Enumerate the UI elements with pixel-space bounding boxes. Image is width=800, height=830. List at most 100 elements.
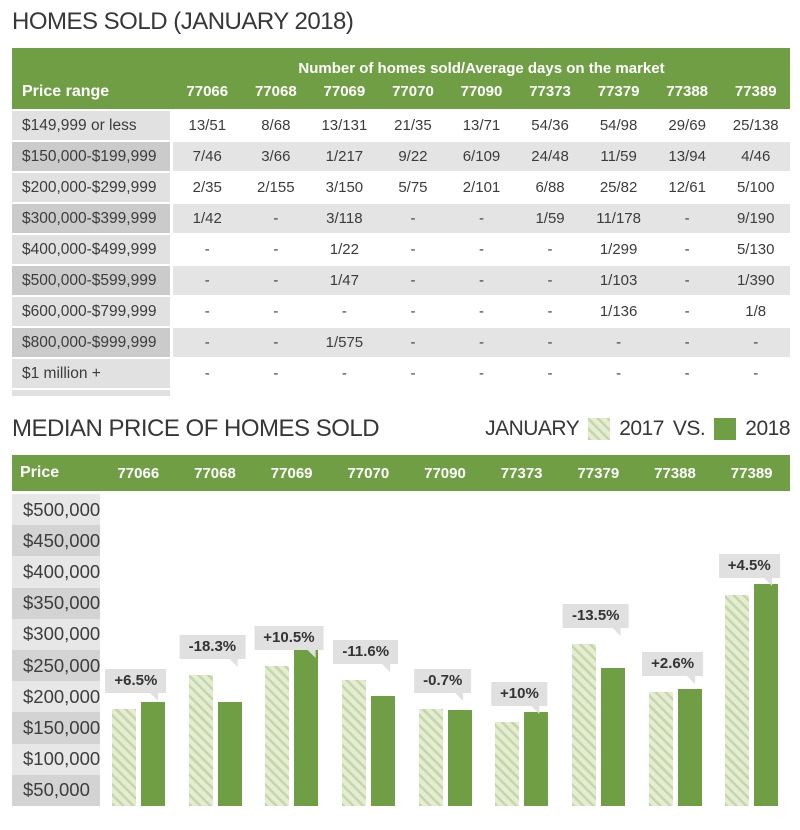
label-column-extension — [12, 390, 170, 396]
cell-77388: - — [684, 365, 690, 382]
price-range-label: $1 million + — [12, 359, 170, 388]
cell-77090: - — [478, 365, 484, 382]
bar-2017-77389 — [725, 594, 750, 806]
cell-77389: 1/8 — [745, 303, 767, 320]
callout-tail-icon — [530, 704, 540, 714]
bar-2018-77069 — [294, 649, 319, 806]
cell-77070: - — [410, 210, 416, 227]
cell-77388: - — [684, 334, 690, 351]
row-values: - - - - - - 1/136 - 1/8 — [173, 297, 790, 326]
bar-2017-77066 — [111, 709, 136, 806]
price-range-label: $149,999 or less — [12, 111, 170, 140]
row-values: 2/35 2/155 3/150 5/75 2/101 6/88 25/82 12/61 5/1… — [173, 173, 790, 202]
y-tick-label: $150,000 — [12, 712, 100, 744]
bar-2018-77388 — [677, 689, 702, 806]
y-tick-label: $350,000 — [12, 587, 100, 619]
percent-change-callout: +2.6% — [642, 652, 704, 685]
chart-zip-header-77066: 77066 — [117, 464, 160, 482]
callout-tail-icon — [686, 675, 696, 685]
infographic-page: HOMES SOLD (JANUARY 2018) Number of home… — [12, 0, 790, 806]
row-values: 13/51 8/68 13/131 21/35 13/71 54/36 54/98 29/69… — [173, 111, 790, 140]
cell-77068: - — [273, 241, 279, 258]
y-tick-label: $300,000 — [12, 618, 100, 650]
percent-change-callout: -13.5% — [562, 603, 629, 636]
y-tick-label: $450,000 — [12, 525, 100, 557]
legend-month-label: JANUARY — [485, 417, 580, 440]
bar-2017-77373 — [495, 721, 520, 806]
cell-77379: - — [616, 365, 622, 382]
bar-2018-77373 — [524, 711, 549, 806]
table-zip-headers: 77066 77068 77069 77070 77090 77373 77379 77388… — [173, 83, 790, 101]
cell-77379: 11/178 — [596, 210, 641, 227]
bar-2018-77066 — [140, 702, 165, 806]
cell-77388: - — [684, 210, 690, 227]
cell-77070: - — [410, 303, 416, 320]
bar-2018-77379 — [600, 667, 625, 806]
cell-77389: 5/100 — [736, 179, 775, 196]
cell-77069: 3/118 — [326, 210, 363, 227]
table-row: $1 million + - - - - - - - - - — [12, 359, 790, 388]
callout-tail-icon — [611, 626, 621, 636]
cell-77090: 6/109 — [462, 148, 501, 165]
chart-column-77066: +6.5% — [100, 494, 177, 806]
cell-77373: 6/88 — [535, 179, 565, 196]
table-row: $800,000-$999,999 - - 1/575 - - - - - - — [12, 328, 790, 357]
cell-77388: 29/69 — [668, 117, 706, 134]
cell-77373: - — [547, 272, 553, 289]
cell-77389: - — [753, 365, 759, 382]
cell-77090: 13/71 — [462, 117, 501, 134]
bar-2017-77069 — [265, 665, 290, 806]
row-values: 7/46 3/66 1/217 9/22 6/109 24/48 11/59 13/94 4/4… — [173, 142, 790, 171]
cell-77389: 5/130 — [736, 241, 775, 258]
table-zip-header-77068: 77068 — [254, 83, 297, 100]
cell-77373: 24/48 — [531, 148, 569, 165]
bar-2018-77070 — [370, 696, 395, 806]
callout-tail-icon — [454, 692, 464, 702]
callout-tail-icon — [228, 657, 238, 667]
cell-77379: 1/299 — [599, 241, 638, 258]
cell-77070: - — [410, 334, 416, 351]
cell-77070: - — [410, 272, 416, 289]
cell-77373: 1/59 — [535, 210, 565, 227]
percent-change-callout: +4.5% — [718, 554, 780, 587]
cell-77373: 54/36 — [531, 117, 569, 134]
cell-77070: - — [410, 365, 416, 382]
chart-column-77068: -18.3% — [177, 494, 254, 806]
cell-77388: - — [684, 241, 690, 258]
cell-77388: 13/94 — [668, 148, 706, 165]
cell-77069: - — [341, 303, 347, 320]
chart-column-header: Price 77066 77068 77069 77070 77090 77373 7737… — [12, 455, 790, 491]
cell-77070: - — [410, 241, 416, 258]
header-note-spacer — [12, 57, 173, 83]
cell-77068: 8/68 — [261, 117, 291, 134]
chart-zip-header-77389: 77389 — [730, 464, 773, 482]
legend-2018-swatch-icon — [714, 418, 737, 440]
table-header: Number of homes sold/Average days on the… — [12, 48, 790, 109]
cell-77373: - — [547, 303, 553, 320]
row-values: --------- — [173, 359, 790, 388]
table-header-note: Number of homes sold/Average days on the… — [298, 60, 665, 77]
cell-77068: - — [273, 210, 279, 227]
price-range-column-header: Price range — [22, 83, 110, 100]
cell-77388: 12/61 — [668, 179, 706, 196]
cell-77389: - — [753, 334, 759, 351]
price-range-label: $600,000-$799,999 — [12, 297, 170, 326]
y-tick-label: $50,000 — [12, 774, 100, 806]
callout-tail-icon — [149, 692, 159, 702]
bar-2017-77070 — [341, 680, 366, 806]
legend-2018-label: 2018 — [745, 417, 790, 440]
cell-77379: 1/136 — [599, 303, 638, 320]
table-row: $600,000-$799,999 - - - - - - 1/136 - 1/8 — [12, 297, 790, 326]
chart-column-77373: +10% — [483, 494, 560, 806]
cell-77090: - — [478, 334, 484, 351]
chart-column-77090: -0.7% — [407, 494, 484, 806]
chart-zip-header-77070: 77070 — [347, 464, 390, 482]
cell-77379: 11/59 — [600, 148, 637, 165]
price-range-label: $150,000-$199,999 — [12, 142, 170, 171]
table-zip-header-77069: 77069 — [323, 83, 366, 100]
cell-77069: 1/575 — [325, 334, 364, 351]
median-price-title: MEDIAN PRICE OF HOMES SOLD — [12, 415, 380, 442]
median-price-chart: $500,000 $450,000 $400,000 $350,000 $300,000… — [12, 494, 790, 806]
chart-zip-header-77373: 77373 — [500, 464, 543, 482]
percent-change-callout: +10% — [491, 681, 548, 714]
